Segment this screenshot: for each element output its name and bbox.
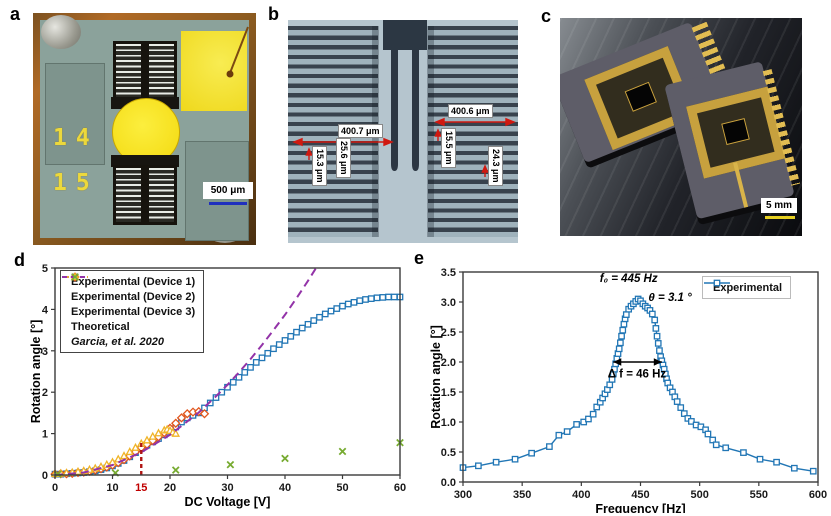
svg-text:3: 3	[42, 346, 48, 358]
svg-text:2.0: 2.0	[441, 357, 456, 369]
scale-bar-label: 500 μm	[203, 182, 253, 199]
svg-text:3.5: 3.5	[441, 267, 456, 279]
svg-text:1: 1	[42, 429, 48, 441]
legend-label: Experimental	[713, 281, 783, 294]
svg-text:0: 0	[52, 482, 58, 494]
panel-a-micrograph: 14 15 500 μm	[33, 13, 256, 245]
svg-text:50: 50	[336, 482, 348, 494]
svg-text:DC Voltage [V]: DC Voltage [V]	[185, 495, 271, 509]
comb-fingers	[116, 168, 141, 222]
svg-text:2.5: 2.5	[441, 327, 456, 339]
svg-text:Rotation angle [°]: Rotation angle [°]	[430, 325, 443, 429]
measurement-gap-left: 25.6 μm	[336, 138, 351, 178]
electrode-slab	[45, 63, 105, 165]
svg-text:10: 10	[106, 482, 118, 494]
svg-text:f₀ = 445 Hz: f₀ = 445 Hz	[600, 273, 658, 285]
svg-text:450: 450	[631, 489, 649, 501]
legend-entry: Garcia, et al. 2020	[66, 273, 195, 349]
svg-text:400: 400	[572, 489, 590, 501]
panel-label-d: d	[14, 250, 25, 270]
svg-text:0.0: 0.0	[441, 477, 456, 489]
frequency-chart: f₀ = 445 Hz θ = 3.1 ° Δ f = 46 Hz 300 350 400…	[430, 258, 828, 513]
svg-text:5: 5	[42, 263, 48, 275]
legend-entry: Experimental (Device 2)	[62, 272, 196, 304]
panel-label-e: e	[414, 248, 425, 268]
legend-entry: Experimental	[704, 279, 783, 295]
comb-fingers	[149, 44, 174, 98]
svg-text:4: 4	[42, 304, 49, 316]
mems-die	[624, 81, 657, 112]
svg-text:550: 550	[750, 489, 768, 501]
panel-c-packaged-devices: 5 mm	[560, 18, 802, 236]
measurement-arrows	[292, 117, 516, 177]
legend-label: Theoretical	[71, 320, 130, 333]
chart-canvas: 0 10 20 30 40 50 60 15 0 1 2 3 4 5 DC Voltage [V] Rotat…	[30, 263, 406, 509]
measurement-width-right: 400.6 μm	[448, 104, 493, 118]
svg-text:600: 600	[809, 489, 827, 501]
scale-bar	[765, 216, 795, 219]
panel-label-c: c	[541, 6, 552, 26]
svg-text:15: 15	[135, 482, 147, 494]
dc-voltage-chart: 0 10 20 30 40 50 60 15 0 1 2 3 4 5 DC Voltage [V] Rotat…	[30, 258, 410, 510]
legend-label: Garcia, et al. 2020	[71, 335, 164, 348]
central-spine	[383, 20, 427, 171]
comb-drive-top	[113, 41, 177, 101]
panel-b-comb-closeup: 400.7 μm 400.6 μm 15.3 μm 25.6 μm 15.5 μ…	[288, 20, 518, 243]
chip-number-bottom: 15	[53, 170, 99, 196]
measurement-gap-right: 24.3 μm	[488, 146, 503, 186]
panel-label-a: a	[10, 4, 21, 24]
chart-canvas: f₀ = 445 Hz θ = 3.1 ° Δ f = 46 Hz 300 350 400…	[430, 267, 827, 513]
chart-legend: Experimental (Device 1) Experimental (Dev…	[60, 270, 205, 353]
svg-text:60: 60	[394, 482, 406, 494]
finger-tips	[427, 26, 434, 237]
svg-text:30: 30	[221, 482, 233, 494]
legend-entry: Experimental (Device 3)	[62, 272, 196, 319]
svg-text:1.0: 1.0	[441, 417, 456, 429]
svg-text:Δ f = 46 Hz: Δ f = 46 Hz	[608, 369, 667, 381]
chip-number-top: 14	[53, 125, 99, 151]
measurement-finger-right: 15.5 μm	[441, 128, 456, 168]
svg-text:2: 2	[42, 387, 48, 399]
svg-text:Rotation angle [°]: Rotation angle [°]	[30, 320, 43, 424]
svg-text:3.0: 3.0	[441, 297, 456, 309]
svg-text:500: 500	[690, 489, 708, 501]
scale-bar-label: 5 mm	[761, 198, 797, 213]
svg-text:300: 300	[454, 489, 472, 501]
solder-blob	[41, 15, 81, 49]
mems-die	[721, 117, 750, 146]
legend-label: Experimental (Device 3)	[71, 305, 196, 318]
measurement-finger-left: 15.3 μm	[312, 146, 327, 186]
chart-legend: Experimental	[702, 276, 792, 299]
comb-fingers	[149, 168, 174, 222]
comb-fingers	[116, 44, 141, 98]
flexure-bar	[111, 155, 179, 167]
scale-bar	[209, 202, 247, 205]
legend-label: Experimental (Device 2)	[71, 290, 196, 303]
svg-text:1.5: 1.5	[441, 387, 456, 399]
svg-text:20: 20	[164, 482, 176, 494]
comb-drive-bottom	[113, 165, 177, 225]
bond-wire	[226, 26, 249, 78]
svg-text:0.5: 0.5	[441, 447, 456, 459]
svg-text:θ = 3.1 °: θ = 3.1 °	[648, 292, 692, 304]
panel-label-b: b	[268, 4, 279, 24]
gold-bond-pad	[181, 31, 247, 111]
legend-entry: Theoretical	[62, 276, 195, 334]
measurement-width-left: 400.7 μm	[338, 124, 383, 138]
svg-text:Frequency [Hz]: Frequency [Hz]	[595, 502, 685, 513]
svg-text:40: 40	[279, 482, 291, 494]
svg-text:0: 0	[42, 470, 48, 482]
svg-text:350: 350	[513, 489, 531, 501]
legend-label: Experimental (Device 1)	[71, 275, 196, 288]
